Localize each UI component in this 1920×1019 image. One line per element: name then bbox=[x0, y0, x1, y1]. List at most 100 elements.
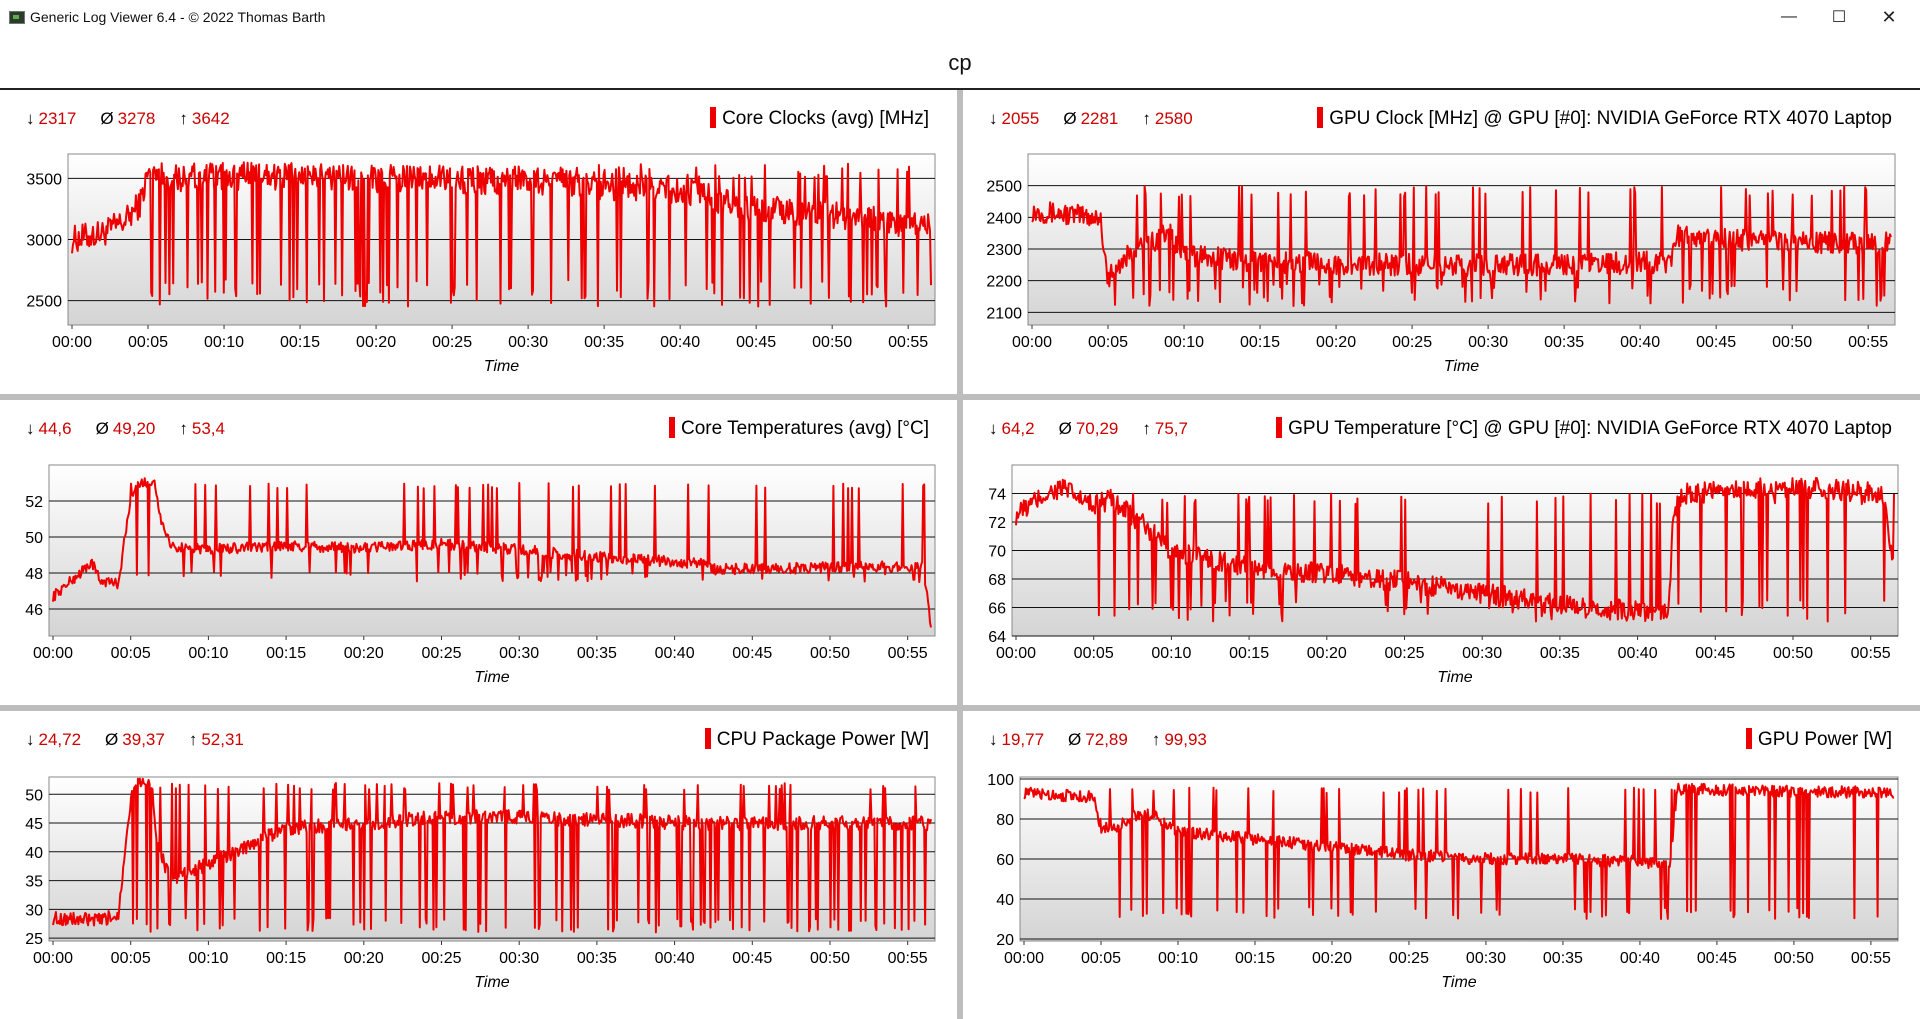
x-tick-label: 00:15 bbox=[266, 645, 306, 662]
x-tick-label: 00:30 bbox=[499, 950, 539, 967]
y-tick-label: 66 bbox=[988, 601, 1006, 618]
app-icon bbox=[9, 11, 25, 24]
vertical-divider[interactable] bbox=[957, 90, 963, 1019]
y-tick-label: 2500 bbox=[986, 179, 1022, 196]
y-tick-label: 46 bbox=[25, 602, 43, 619]
x-tick-label: 00:50 bbox=[812, 334, 852, 351]
x-axis-label: Time bbox=[1441, 974, 1477, 991]
chart-title: GPU Temperature [°C] @ GPU [#0]: NVIDIA … bbox=[1276, 417, 1892, 440]
chart-panel-core-temperatures-avg-c: ↓ 44,6 Ø 49,20 ↑ 53,4 Core Temperatures (avg) … bbox=[0, 400, 957, 705]
chart-svg[interactable]: 25 30 35 40 45 50 00:00 00:05 00:10 00:15 00:20 00:… bbox=[0, 711, 957, 1019]
chart-title-text: Core Temperatures (avg) [°C] bbox=[680, 418, 929, 439]
y-tick-label: 30 bbox=[25, 902, 43, 919]
y-tick-label: 64 bbox=[988, 629, 1006, 646]
chart-svg[interactable]: 46 48 50 52 00:00 00:05 00:10 00:15 00:20 00:25 00… bbox=[0, 400, 957, 705]
stat-max: 3642 bbox=[191, 109, 230, 128]
document-header: cp bbox=[0, 34, 1920, 90]
x-tick-label: 00:25 bbox=[1389, 950, 1429, 967]
x-tick-label: 00:50 bbox=[810, 645, 850, 662]
series-line bbox=[1023, 782, 1895, 920]
y-tick-label: 35 bbox=[25, 874, 43, 891]
y-tick-label: 48 bbox=[25, 566, 43, 583]
chart-title-text: GPU Power [W] bbox=[1757, 729, 1892, 750]
stat-min-icon: ↓ bbox=[26, 109, 35, 128]
x-tick-label: 00:45 bbox=[732, 645, 772, 662]
stat-avg-icon: Ø bbox=[1068, 730, 1082, 749]
stat-max: 2580 bbox=[1154, 109, 1193, 128]
stat-max-icon: ↑ bbox=[1142, 419, 1151, 438]
close-button[interactable]: ✕ bbox=[1881, 6, 1897, 27]
x-tick-label: 00:15 bbox=[1240, 334, 1280, 351]
x-tick-label: 00:30 bbox=[508, 334, 548, 351]
chart-svg[interactable]: 64 66 68 70 72 74 00:00 00:05 00:10 00:15 00:20 00:… bbox=[963, 400, 1920, 705]
stat-avg-icon: Ø bbox=[1063, 109, 1077, 128]
x-tick-label: 00:25 bbox=[1392, 334, 1432, 351]
chart-panel-core-clocks-avg-mhz: ↓ 2317 Ø 3278 ↑ 3642 Core Clocks (avg) [MHz] 25… bbox=[0, 90, 957, 394]
stat-min: 2317 bbox=[38, 109, 77, 128]
x-tick-label: 00:55 bbox=[1851, 645, 1891, 662]
series-legend-swatch bbox=[1317, 107, 1324, 128]
y-tick-label: 50 bbox=[25, 530, 43, 547]
x-tick-label: 00:25 bbox=[421, 950, 461, 967]
stat-min: 24,72 bbox=[38, 730, 82, 749]
x-tick-label: 00:45 bbox=[736, 334, 776, 351]
chart-title: GPU Power [W] bbox=[1745, 728, 1892, 751]
y-tick-label: 45 bbox=[25, 816, 43, 833]
chart-svg[interactable]: 20 40 60 80 100 00:00 00:05 00:10 00:15 00:20 00:2… bbox=[963, 711, 1920, 1019]
chart-svg[interactable]: 2100 2200 2300 2400 2500 00:00 00:05 00:10 00:15… bbox=[963, 90, 1920, 394]
x-tick-label: 00:10 bbox=[188, 645, 228, 662]
chart-panel-gpu-power-w: ↓ 19,77 Ø 72,89 ↑ 99,93 GPU Power [W] 20 40 60 80 1… bbox=[963, 711, 1920, 1019]
stat-max: 52,31 bbox=[201, 730, 244, 749]
x-tick-label: 00:00 bbox=[52, 334, 92, 351]
chart-svg[interactable]: 2500 3000 3500 00:00 00:05 00:10 00:15 00:20 00:… bbox=[0, 90, 957, 394]
horizontal-divider-1[interactable] bbox=[0, 394, 1920, 400]
chart-title-text: CPU Package Power [W] bbox=[716, 729, 929, 750]
stats-readout: ↓ 64,2 Ø 70,29 ↑ 75,7 bbox=[989, 419, 1212, 439]
x-tick-label: 00:00 bbox=[1012, 334, 1052, 351]
y-tick-label: 2400 bbox=[986, 210, 1022, 227]
stats-readout: ↓ 44,6 Ø 49,20 ↑ 53,4 bbox=[26, 419, 249, 439]
y-tick-label: 25 bbox=[25, 931, 43, 948]
x-tick-label: 00:05 bbox=[1074, 645, 1114, 662]
minimize-button[interactable]: — bbox=[1781, 8, 1797, 25]
series-legend-swatch bbox=[1276, 417, 1283, 438]
x-tick-label: 00:50 bbox=[1773, 645, 1813, 662]
x-tick-label: 00:35 bbox=[584, 334, 624, 351]
chart-panel-cpu-package-power-w: ↓ 24,72 Ø 39,37 ↑ 52,31 CPU Package Power [W] 2… bbox=[0, 711, 957, 1019]
stat-max: 75,7 bbox=[1154, 419, 1188, 438]
maximize-button[interactable]: ☐ bbox=[1831, 9, 1847, 26]
window-title: Generic Log Viewer 6.4 - © 2022 Thomas B… bbox=[30, 9, 326, 25]
x-tick-label: 00:40 bbox=[1620, 334, 1660, 351]
x-tick-label: 00:10 bbox=[204, 334, 244, 351]
x-axis-label: Time bbox=[1437, 669, 1473, 686]
horizontal-divider-2[interactable] bbox=[0, 705, 1920, 711]
x-tick-label: 00:05 bbox=[128, 334, 168, 351]
x-tick-label: 00:05 bbox=[1081, 950, 1121, 967]
y-tick-label: 2100 bbox=[986, 305, 1022, 322]
stats-readout: ↓ 2055 Ø 2281 ↑ 2580 bbox=[989, 109, 1217, 129]
x-tick-label: 00:55 bbox=[888, 950, 928, 967]
x-tick-label: 00:05 bbox=[111, 645, 151, 662]
window-titlebar: Generic Log Viewer 6.4 - © 2022 Thomas B… bbox=[0, 0, 1920, 35]
series-line bbox=[52, 777, 932, 934]
x-tick-label: 00:15 bbox=[1235, 950, 1275, 967]
stat-avg-icon: Ø bbox=[95, 419, 109, 438]
stat-min: 44,6 bbox=[38, 419, 72, 438]
x-tick-label: 00:40 bbox=[1618, 645, 1658, 662]
x-tick-label: 00:35 bbox=[577, 950, 617, 967]
x-tick-label: 00:05 bbox=[1088, 334, 1128, 351]
y-tick-label: 72 bbox=[988, 515, 1006, 532]
chart-title: CPU Package Power [W] bbox=[704, 728, 929, 751]
stat-avg: 72,89 bbox=[1085, 730, 1128, 749]
x-tick-label: 00:45 bbox=[1696, 334, 1736, 351]
series-legend-swatch bbox=[710, 107, 717, 128]
document-title: cp bbox=[948, 50, 972, 75]
x-tick-label: 00:20 bbox=[1312, 950, 1352, 967]
x-tick-label: 00:30 bbox=[1468, 334, 1508, 351]
y-tick-label: 3500 bbox=[26, 171, 62, 188]
x-tick-label: 00:00 bbox=[1004, 950, 1044, 967]
x-axis-label: Time bbox=[474, 669, 510, 686]
stat-max-icon: ↑ bbox=[179, 419, 188, 438]
stat-avg-icon: Ø bbox=[100, 109, 114, 128]
plot-area[interactable] bbox=[48, 776, 936, 942]
